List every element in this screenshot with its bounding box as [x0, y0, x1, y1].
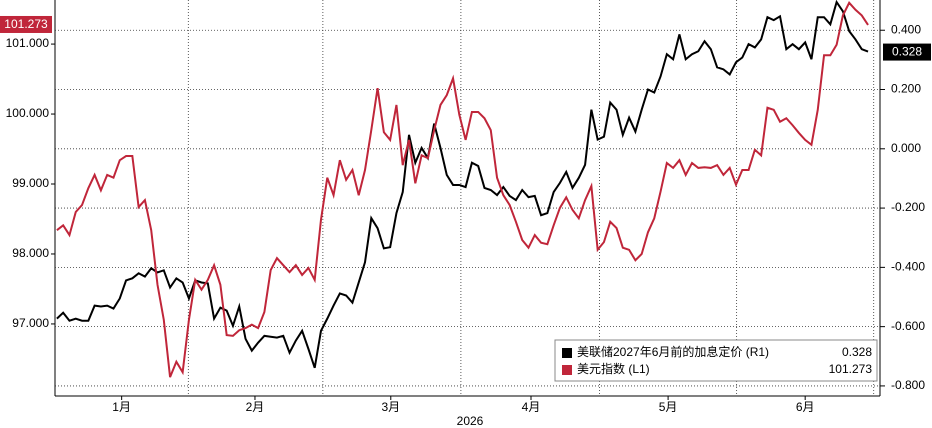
- y2-tick-label: -0.800: [891, 378, 925, 392]
- last-value-badge: [883, 43, 931, 61]
- x-tick-label: 1月: [112, 400, 131, 414]
- y2-tick-label: -0.400: [891, 260, 925, 274]
- legend: 美联储2027年6月前的加息定价 (R1) 0.328 美元指数 (L1) 101.2…: [554, 339, 878, 382]
- legend-value: 0.328: [842, 345, 872, 359]
- series-line: [56, 1, 869, 378]
- y-tick-label: 99.000: [12, 176, 49, 190]
- last-value-label: 101.273: [4, 17, 48, 31]
- y-tick-label: 100.000: [6, 106, 50, 120]
- x-axis-label: 2026: [457, 414, 484, 428]
- legend-box: [554, 339, 878, 382]
- legend-value: 101.273: [829, 362, 873, 376]
- y-tick-label: 101.000: [6, 36, 50, 50]
- legend-swatch: [562, 365, 572, 375]
- y-tick-label: 97.000: [12, 316, 49, 330]
- x-tick-label: 3月: [381, 400, 400, 414]
- legend-label: 美元指数 (L1): [577, 361, 650, 376]
- y2-tick-label: 0.000: [891, 141, 921, 155]
- y2-tick-label: 0.200: [891, 82, 921, 96]
- x-tick-label: 6月: [796, 400, 815, 414]
- last-value-badge: [0, 15, 52, 33]
- x-tick-label: 4月: [522, 400, 541, 414]
- y-tick-label: 98.000: [12, 246, 49, 260]
- x-tick-label: 5月: [659, 400, 678, 414]
- last-value-label: 0.328: [892, 45, 922, 59]
- legend-swatch: [562, 348, 572, 358]
- y2-tick-label: -0.600: [891, 319, 925, 333]
- y2-tick-label: -0.200: [891, 200, 925, 214]
- legend-label: 美联储2027年6月前的加息定价 (R1): [577, 344, 769, 359]
- x-tick-label: 2月: [246, 400, 265, 414]
- series-line: [56, 0, 869, 369]
- y2-tick-label: 0.400: [891, 22, 921, 36]
